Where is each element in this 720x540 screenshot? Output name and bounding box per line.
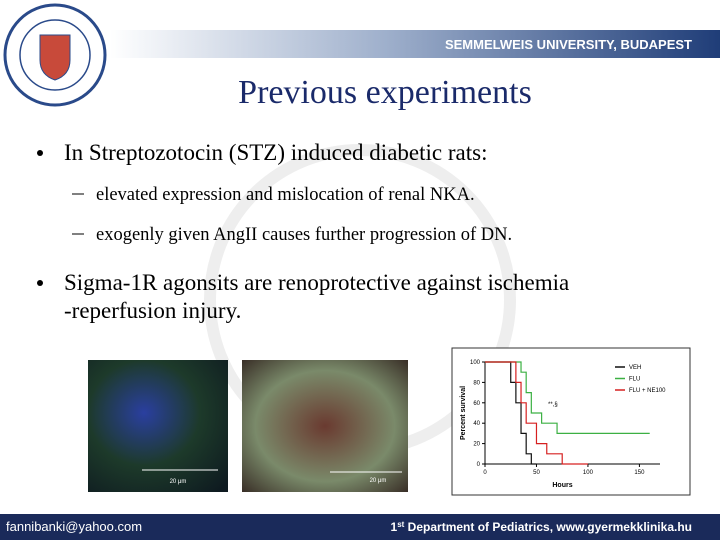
dept-num: 1 bbox=[391, 520, 398, 534]
y-tick-label: 0 bbox=[477, 462, 481, 468]
chart-frame bbox=[451, 347, 691, 496]
bullet-text: In Streptozotocin (STZ) induced diabetic… bbox=[64, 140, 487, 165]
survival-line bbox=[485, 361, 588, 465]
y-tick-label: 40 bbox=[473, 421, 480, 427]
sub-bullet-text: elevated expression and mislocation of r… bbox=[96, 185, 475, 205]
legend-label: VEH bbox=[629, 365, 641, 371]
sub-bullet-text: exogenly given AngΙΙ causes further prog… bbox=[96, 225, 512, 245]
dept-sup: st bbox=[397, 520, 404, 529]
bullet-text: -reperfusion injury. bbox=[64, 298, 241, 323]
micrograph-right bbox=[242, 360, 408, 492]
x-tick-label: 0 bbox=[483, 470, 487, 476]
survival-line bbox=[485, 361, 650, 434]
annotation: **,§ bbox=[548, 402, 558, 408]
legend-label: FLU bbox=[629, 377, 640, 383]
bullet-dot bbox=[37, 150, 43, 156]
x-axis-label: Hours bbox=[552, 482, 572, 489]
y-axis-label: Percent survival bbox=[460, 386, 467, 440]
logo bbox=[3, 3, 107, 107]
email: fannibanki@yahoo.com bbox=[6, 519, 142, 534]
x-tick-label: 100 bbox=[583, 470, 594, 476]
slide-title: Previous experiments bbox=[238, 74, 532, 111]
y-tick-label: 20 bbox=[473, 442, 480, 448]
header-band bbox=[110, 30, 720, 58]
university: SEMMELWEIS UNIVERSITY, BUDAPEST bbox=[445, 37, 692, 52]
x-tick-label: 50 bbox=[533, 470, 540, 476]
footer-band bbox=[0, 514, 720, 540]
x-tick-label: 150 bbox=[634, 470, 645, 476]
bullet-text: Sigma-1R agonsits are renoprotective aga… bbox=[64, 270, 569, 295]
scale-label: 20 μm bbox=[170, 479, 187, 485]
micrograph-left bbox=[88, 360, 228, 492]
department: 1st Department of Pediatrics, www.gyerme… bbox=[391, 520, 692, 534]
bullet-dot bbox=[37, 280, 43, 286]
survival-line bbox=[485, 361, 537, 465]
y-tick-label: 80 bbox=[473, 380, 480, 386]
dept-text: Department of Pediatrics, www.gyermekkli… bbox=[404, 520, 692, 534]
scale-label: 20 μm bbox=[370, 478, 387, 484]
y-tick-label: 60 bbox=[473, 401, 480, 407]
y-tick-label: 100 bbox=[470, 360, 481, 366]
legend-label: FLU + NE100 bbox=[629, 388, 666, 394]
